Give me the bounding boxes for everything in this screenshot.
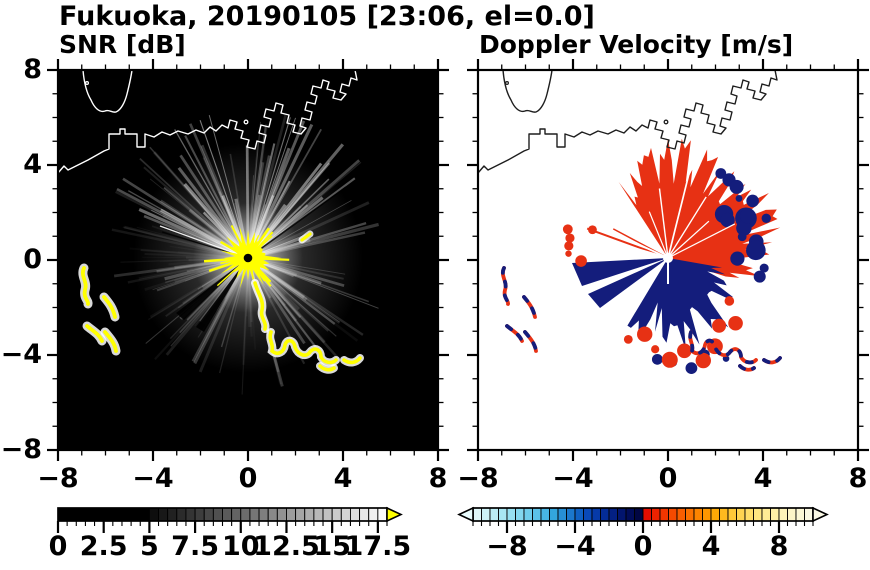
snr-colorbar-tick-label: 10: [221, 531, 260, 562]
snr-colorbar-tick-label: 7.5: [171, 531, 219, 562]
snr-x-tick-label: 0: [238, 463, 258, 494]
snr-x-tick-label: 8: [428, 463, 448, 494]
snr-colorbar: [56, 506, 403, 533]
velocity-x-tick-label: 0: [658, 463, 678, 494]
velocity-heatmap: [478, 70, 858, 450]
echo-arcs: [78, 230, 314, 356]
snr-y-tick-label: 4: [23, 149, 42, 180]
snr-heatmap: [58, 70, 438, 450]
snr-panel-title: SNR [dB]: [59, 30, 186, 59]
ship-echoes: [500, 266, 782, 372]
velocity-wedge-approaching: [572, 168, 771, 375]
velocity-colorbar-underflow-arrow: [457, 506, 474, 523]
velocity-colorbar-tick-label: −4: [554, 531, 596, 562]
velocity-x-tick-label: −4: [552, 463, 594, 494]
snr-colorbar-tick-label: 0: [48, 531, 68, 562]
ship-echo-trail: [251, 279, 364, 374]
velocity-panel-title: Doppler Velocity [m/s]: [479, 30, 794, 59]
snr-colorbar-overflow-arrow: [386, 506, 403, 523]
velocity-fringe-echoes: [562, 224, 743, 369]
snr-colorbar-tick-label: 2.5: [79, 531, 128, 562]
coastline-path: [478, 70, 778, 174]
radar-center-dot: [663, 253, 673, 263]
coastline-path: [58, 70, 358, 174]
velocity-colorbar-tick-label: −8: [486, 531, 528, 562]
snr-colorbar-tick-label: 15: [313, 531, 351, 562]
velocity-x-tick-label: 8: [848, 463, 868, 494]
figure-title: Fukuoka, 20190105 [23:06, el=0.0]: [59, 1, 595, 32]
snr-colorbar-tick-label: 17.5: [344, 531, 412, 562]
snr-colorbar-tick-label: 12.5: [253, 531, 320, 562]
velocity-colorbar: [457, 506, 829, 533]
snr-x-tick-label: 4: [333, 463, 353, 494]
velocity-x-tick-label: 4: [753, 463, 773, 494]
snr-x-tick-label: −8: [37, 463, 79, 494]
snr-y-tick-label: 0: [23, 244, 42, 275]
radar-center-dot: [243, 253, 253, 263]
snr-y-tick-label: 8: [23, 54, 42, 85]
colorbars: [56, 506, 829, 533]
velocity-colorbar-tick-label: 8: [769, 531, 789, 562]
axes-frames: [47, 59, 869, 461]
velocity-x-tick-label: −8: [457, 463, 499, 494]
velocity-colorbar-overflow-arrow: [812, 506, 829, 523]
snr-colorbar-tick-label: 5: [139, 531, 159, 562]
velocity-colorbar-tick-label: 0: [633, 531, 653, 562]
snr-y-tick-label: −4: [0, 339, 42, 370]
radial-gap-lines: [576, 165, 736, 284]
velocity-colorbar-tick-label: 4: [701, 531, 721, 562]
snr-x-tick-label: −4: [132, 463, 174, 494]
interference-rays: [111, 114, 380, 395]
snr-y-tick-label: −8: [0, 434, 42, 465]
